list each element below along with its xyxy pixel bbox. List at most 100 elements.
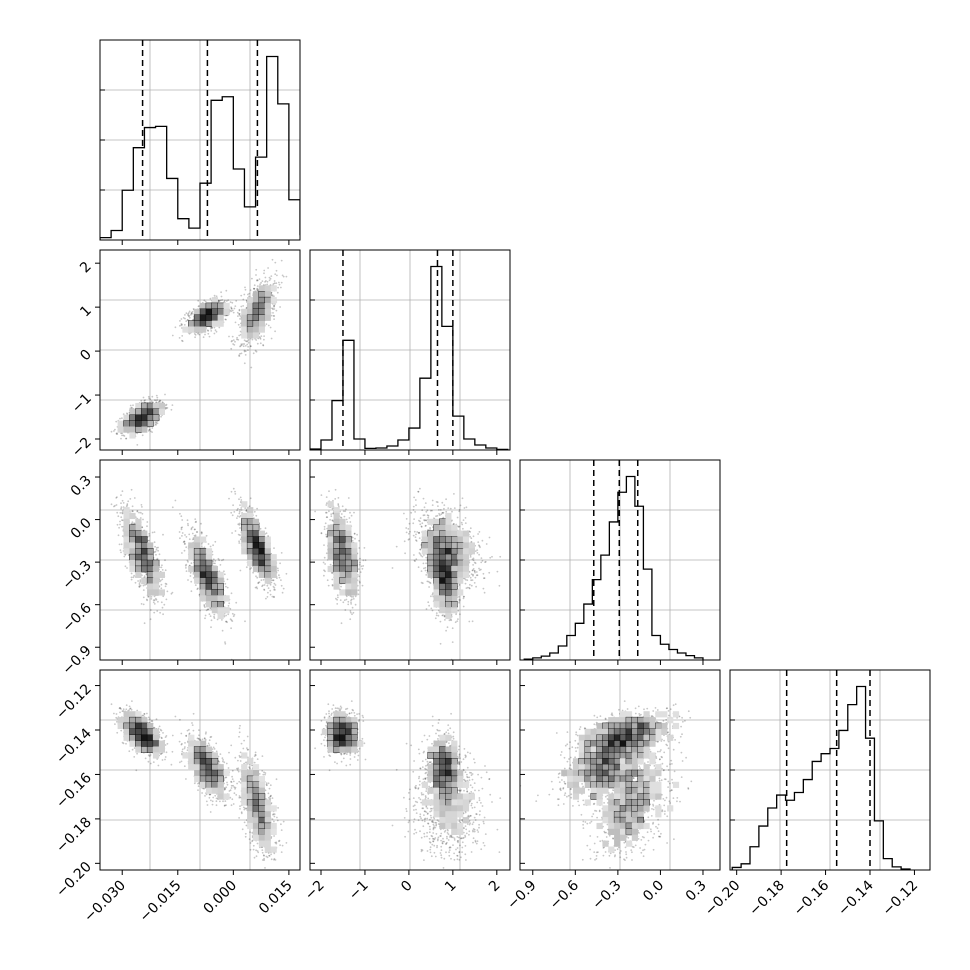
sample-point bbox=[235, 300, 238, 302]
sample-point bbox=[275, 282, 278, 285]
sample-point bbox=[278, 281, 280, 284]
sample-point bbox=[234, 321, 237, 324]
sample-point bbox=[238, 308, 241, 311]
sample-point bbox=[159, 580, 161, 583]
sample-point bbox=[242, 345, 245, 348]
sample-point bbox=[114, 504, 116, 507]
sample-point bbox=[272, 312, 274, 314]
sample-point bbox=[259, 336, 262, 339]
sample-point bbox=[157, 546, 160, 549]
sample-point bbox=[221, 629, 224, 632]
sample-point bbox=[149, 618, 152, 621]
sample-point bbox=[151, 431, 154, 433]
sample-point bbox=[236, 338, 238, 341]
sample-point bbox=[141, 506, 143, 508]
sample-point bbox=[242, 343, 244, 345]
sample-point bbox=[256, 342, 259, 345]
sample-point bbox=[192, 573, 195, 575]
sample-point bbox=[262, 344, 264, 346]
sample-point bbox=[166, 407, 169, 409]
density-cell bbox=[135, 408, 142, 416]
sample-point bbox=[181, 340, 184, 343]
sample-point bbox=[242, 298, 245, 301]
density-cell bbox=[211, 297, 218, 304]
sample-point bbox=[267, 587, 270, 589]
sample-point bbox=[234, 305, 237, 307]
sample-point bbox=[119, 549, 122, 552]
sample-point bbox=[191, 538, 194, 541]
sample-point bbox=[185, 570, 188, 572]
sample-point bbox=[191, 312, 194, 315]
x-tick-label: −0.16 bbox=[791, 877, 833, 919]
sample-point bbox=[256, 285, 259, 287]
density-cell bbox=[158, 408, 165, 415]
sample-point bbox=[236, 336, 239, 339]
density-cell bbox=[247, 302, 254, 310]
sample-point bbox=[247, 341, 250, 344]
density-cell bbox=[205, 314, 213, 322]
sample-point bbox=[187, 314, 189, 316]
sample-point bbox=[186, 319, 189, 322]
sample-point bbox=[221, 559, 223, 562]
sample-point bbox=[131, 407, 133, 410]
sample-point bbox=[235, 601, 238, 604]
density-cell bbox=[264, 291, 271, 298]
sample-point bbox=[240, 305, 243, 308]
sample-point bbox=[161, 569, 164, 571]
sample-point bbox=[273, 304, 275, 307]
sample-point bbox=[165, 403, 168, 406]
sample-point bbox=[240, 352, 243, 355]
sample-point bbox=[270, 291, 273, 294]
sample-point bbox=[136, 510, 139, 512]
sample-point bbox=[130, 572, 133, 575]
sample-point bbox=[171, 334, 174, 337]
sample-point bbox=[138, 584, 141, 586]
sample-point bbox=[194, 534, 197, 537]
sample-point bbox=[190, 313, 192, 316]
density-cell bbox=[129, 432, 136, 439]
sample-point bbox=[120, 494, 122, 496]
x-tick-label: −0.14 bbox=[835, 877, 877, 919]
sample-point bbox=[180, 324, 183, 327]
sample-point bbox=[147, 596, 150, 598]
sample-point bbox=[221, 619, 223, 621]
sample-point bbox=[245, 307, 248, 309]
sample-point bbox=[225, 620, 228, 623]
sample-point bbox=[225, 314, 227, 317]
sample-point bbox=[149, 398, 152, 401]
sample-point bbox=[223, 573, 226, 576]
sample-point bbox=[174, 326, 177, 329]
sample-point bbox=[133, 522, 136, 525]
density-cell bbox=[140, 402, 148, 410]
density-cell bbox=[252, 320, 260, 327]
sample-point bbox=[185, 567, 187, 569]
sample-point bbox=[205, 609, 208, 612]
sample-point bbox=[187, 561, 189, 563]
sample-point bbox=[267, 324, 270, 327]
sample-point bbox=[238, 314, 241, 316]
sample-point bbox=[162, 613, 165, 616]
density-cell bbox=[193, 314, 201, 322]
sample-point bbox=[185, 563, 188, 566]
sample-point bbox=[231, 309, 234, 312]
sample-point bbox=[149, 430, 152, 433]
sample-point bbox=[181, 535, 183, 537]
sample-point bbox=[119, 417, 121, 420]
sample-point bbox=[164, 569, 167, 572]
density-cell bbox=[258, 291, 266, 298]
sample-point bbox=[140, 603, 143, 605]
density-cell bbox=[258, 320, 265, 327]
sample-point bbox=[155, 394, 158, 397]
sample-point bbox=[143, 622, 146, 625]
sample-point bbox=[181, 323, 184, 326]
sample-point bbox=[121, 535, 124, 537]
sample-point bbox=[234, 340, 236, 343]
sample-point bbox=[247, 293, 249, 296]
sample-point bbox=[264, 276, 267, 279]
sample-point bbox=[142, 518, 144, 521]
sample-point bbox=[207, 543, 210, 545]
sample-point bbox=[117, 534, 120, 537]
density-cell bbox=[129, 408, 136, 415]
sample-point bbox=[187, 579, 189, 581]
sample-point bbox=[139, 511, 142, 514]
